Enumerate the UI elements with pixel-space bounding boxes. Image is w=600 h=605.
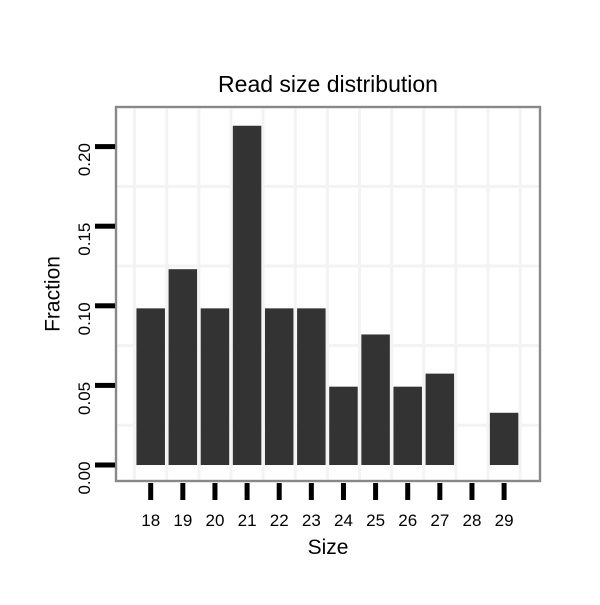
x-tick-27 <box>437 483 443 500</box>
gridlines-layer <box>117 108 539 480</box>
x-tick-label-20: 20 <box>205 511 224 530</box>
bar-27 <box>425 373 455 465</box>
y-tick-label-0.15: 0.15 <box>75 223 94 256</box>
x-tick-label-19: 19 <box>173 511 192 530</box>
panel-border <box>114 105 542 483</box>
x-tick-24 <box>340 483 346 500</box>
x-tick-29 <box>501 483 507 500</box>
bars-layer <box>136 125 519 465</box>
y-tick-label-0.00: 0.00 <box>75 461 94 494</box>
y-tick-0.10 <box>95 303 115 309</box>
x-tick-label-27: 27 <box>430 511 449 530</box>
y-tick-0.15 <box>95 223 115 229</box>
y-tick-label-0.05: 0.05 <box>75 382 94 415</box>
x-tick-26 <box>405 483 411 500</box>
y-tick-label-0.20: 0.20 <box>75 143 94 176</box>
bar-22 <box>264 308 294 465</box>
bar-21 <box>232 125 262 465</box>
x-tick-19 <box>180 483 186 500</box>
axis-ticks-layer <box>95 144 507 500</box>
x-tick-label-23: 23 <box>302 511 321 530</box>
x-tick-label-24: 24 <box>334 511 353 530</box>
x-tick-23 <box>308 483 314 500</box>
bar-24 <box>329 386 358 465</box>
x-tick-label-25: 25 <box>366 511 385 530</box>
x-tick-25 <box>373 483 379 500</box>
bar-23 <box>297 308 326 465</box>
y-tick-0.05 <box>95 382 115 388</box>
x-tick-label-29: 29 <box>495 511 514 530</box>
bar-25 <box>361 334 390 465</box>
y-tick-0.00 <box>95 462 115 468</box>
y-axis-label: Fraction <box>41 256 64 332</box>
y-tick-label-0.10: 0.10 <box>75 302 94 335</box>
bar-19 <box>168 269 198 465</box>
x-tick-label-26: 26 <box>398 511 417 530</box>
y-tick-0.20 <box>95 144 115 150</box>
x-tick-18 <box>148 483 154 500</box>
x-tick-label-21: 21 <box>238 511 257 530</box>
x-tick-28 <box>469 483 475 500</box>
x-axis-label: Size <box>308 536 349 559</box>
x-tick-21 <box>244 483 250 500</box>
x-tick-label-22: 22 <box>270 511 289 530</box>
axis-tick-labels-layer: 18 19 20 21 22 23 24 25 26 27 28 29 0.00 0.05 0.10 0.15… <box>75 143 514 530</box>
bar-18 <box>136 308 165 465</box>
bar-26 <box>393 386 422 465</box>
x-tick-label-18: 18 <box>141 511 160 530</box>
x-tick-20 <box>212 483 218 500</box>
chart-title: Read size distribution <box>218 71 438 97</box>
bar-20 <box>200 308 230 465</box>
x-tick-22 <box>276 483 282 500</box>
bar-29 <box>489 412 519 465</box>
x-tick-label-28: 28 <box>463 511 482 530</box>
